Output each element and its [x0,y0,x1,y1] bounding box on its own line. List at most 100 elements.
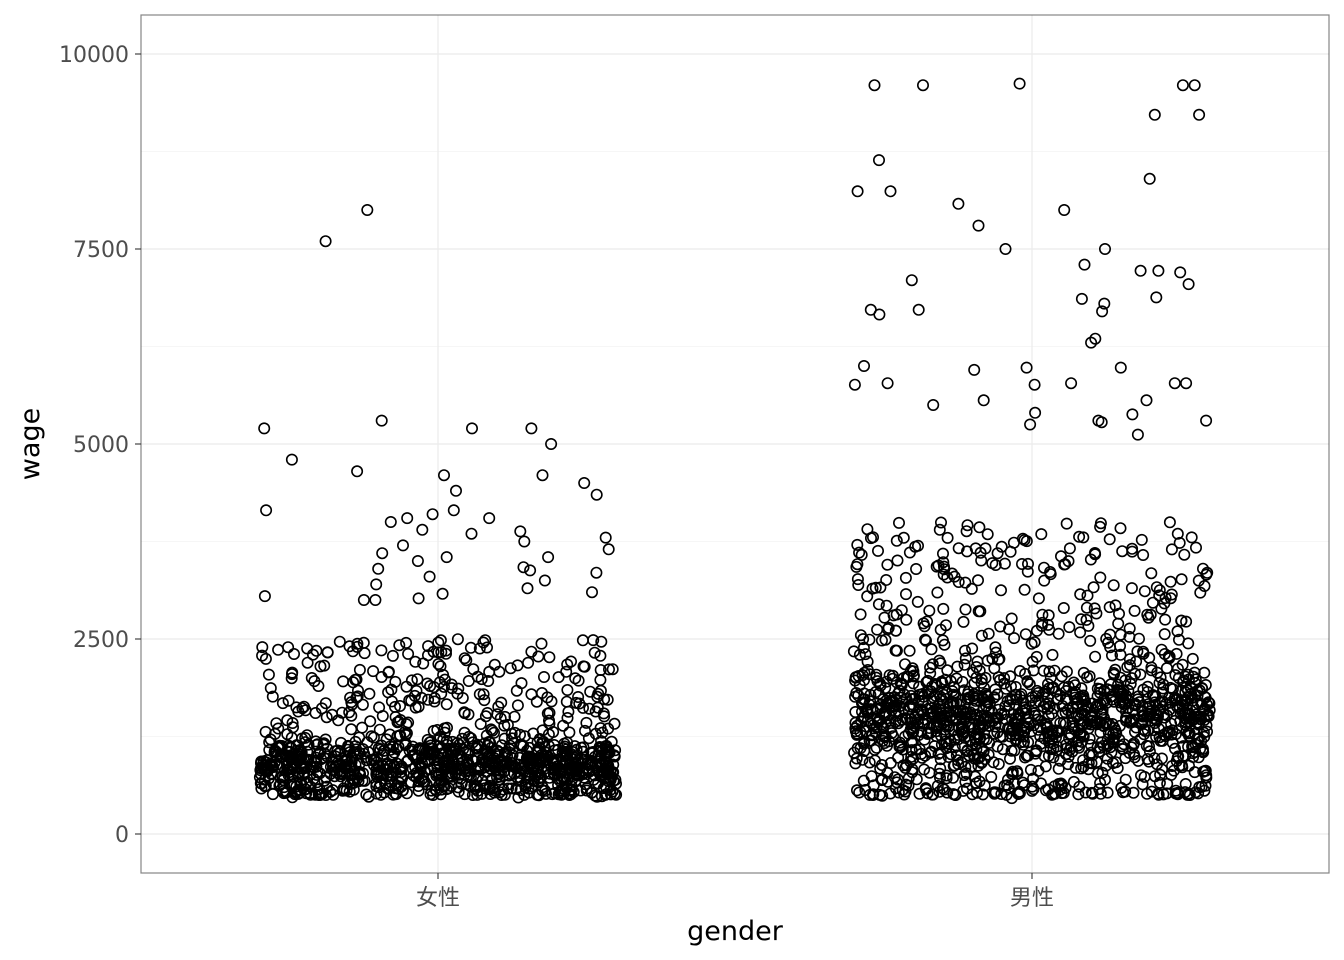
data-point [458,726,471,739]
data-point [260,504,273,517]
data-point [1087,581,1100,594]
data-point [1152,264,1165,277]
data-point [934,762,947,775]
y-tick-label: 5000 [73,433,129,458]
data-point [1134,668,1147,681]
data-point [568,751,581,764]
data-point [1128,737,1141,750]
data-point [1137,647,1150,660]
data-point [1114,522,1127,535]
y-tick-label: 2500 [73,628,129,653]
data-point [577,745,590,758]
data-point [428,695,441,708]
data-point [286,666,299,679]
data-point [590,566,603,579]
data-point [931,586,944,599]
data-point [963,717,976,730]
data-point [850,560,863,573]
data-point [941,531,954,544]
data-point [933,654,946,667]
data-point [874,581,887,594]
data-point [909,692,922,705]
data-point [431,761,444,774]
data-point [1023,678,1036,691]
data-point [950,672,963,685]
data-point [941,664,954,677]
data-point [1060,738,1073,751]
data-point [992,757,1005,770]
data-point [479,710,492,723]
data-point [995,540,1008,553]
data-point [900,613,913,626]
data-point [1135,533,1148,546]
data-point [573,697,586,710]
data-point [1028,378,1041,391]
data-point [1072,788,1085,801]
data-point [1133,696,1146,709]
data-point [850,686,863,699]
data-point [1129,667,1142,680]
data-point [1172,750,1185,763]
data-point [1091,682,1104,695]
y-axis-title: wage [15,408,46,480]
data-point [851,573,864,586]
data-point [1171,527,1184,540]
data-point [320,711,333,724]
data-point [1169,694,1182,707]
data-point [450,743,463,756]
data-point [1043,665,1056,678]
data-point [998,557,1011,570]
data-point [487,726,500,739]
data-point [1079,786,1092,799]
data-point [1082,619,1095,632]
data-point [947,688,960,701]
data-point [1123,653,1136,666]
data-point [958,658,971,671]
data-point [483,512,496,525]
data-point [594,663,607,676]
data-point [531,765,544,778]
data-point [402,716,415,729]
data-point [905,713,918,726]
data-point [1153,589,1166,602]
data-point [511,699,524,712]
data-point [557,719,570,732]
data-point [258,422,271,435]
data-point [317,738,330,751]
data-point [345,723,358,736]
data-point [525,422,538,435]
data-point [370,578,383,591]
data-point [1021,557,1034,570]
data-point [607,774,620,787]
data-point [966,788,979,801]
data-point [572,674,585,687]
data-point [991,547,1004,560]
data-point [535,686,548,699]
data-point [382,666,395,679]
data-point [1168,377,1181,390]
data-point [981,654,994,667]
data-point [282,694,295,707]
data-point [1078,258,1091,271]
data-point [452,682,465,695]
data-point [555,760,568,773]
data-point [1149,770,1162,783]
data-point [1109,599,1122,612]
data-point [440,698,453,711]
data-point [1176,658,1189,671]
data-point [451,633,464,646]
data-point [977,681,990,694]
data-point [1161,777,1174,790]
data-point [1027,664,1040,677]
data-point [960,767,973,780]
data-point [859,648,872,661]
data-point [888,699,901,712]
data-point [1024,418,1037,431]
x-tick-label: 女性 [416,886,460,911]
data-point [854,725,867,738]
data-point [535,771,548,784]
data-point [956,675,969,688]
data-point [305,671,318,684]
data-point [1021,675,1034,688]
